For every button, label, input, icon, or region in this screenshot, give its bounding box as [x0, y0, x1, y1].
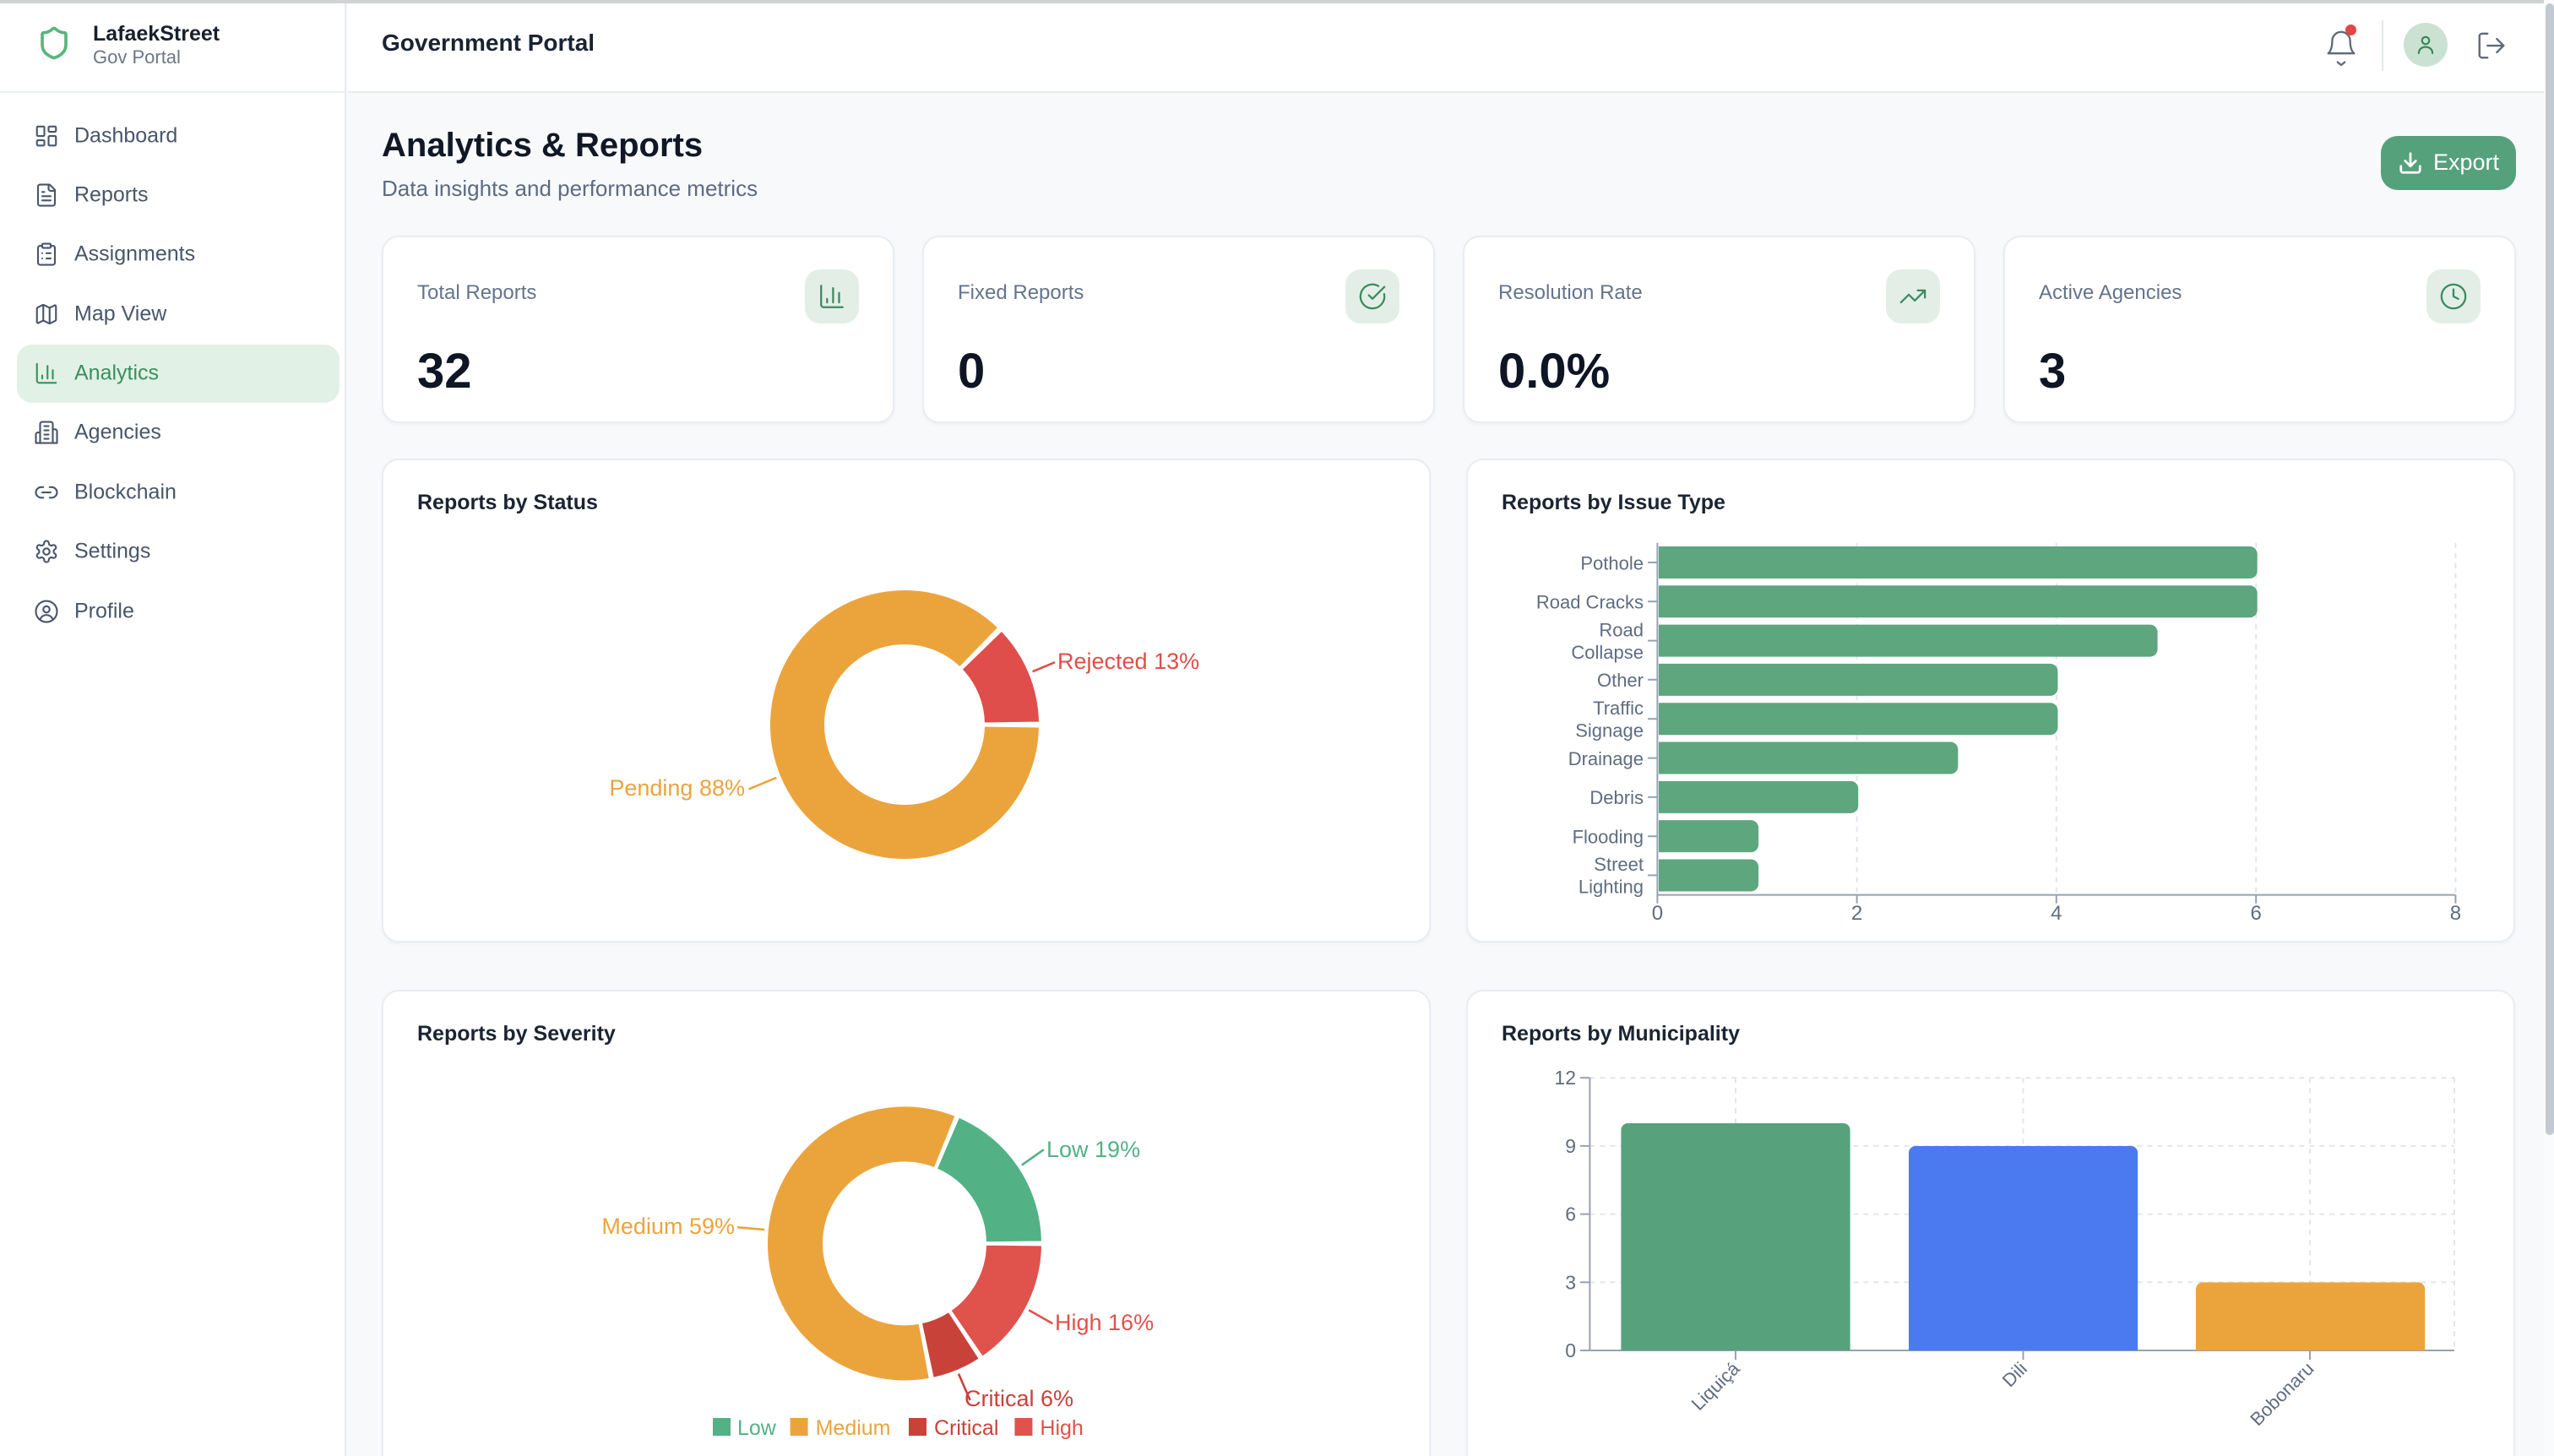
svg-text:Drainage: Drainage: [1568, 748, 1644, 769]
svg-text:4: 4: [2051, 902, 2062, 925]
svg-text:9: 9: [1565, 1135, 1576, 1157]
svg-text:Dili: Dili: [1998, 1357, 2031, 1390]
svg-text:Low: Low: [737, 1416, 777, 1440]
svg-text:Critical: Critical: [934, 1416, 998, 1440]
svg-text:Liquiçá: Liquiçá: [1687, 1357, 1745, 1415]
svg-text:Critical 6%: Critical 6%: [965, 1386, 1073, 1411]
svg-text:12: 12: [1554, 1067, 1576, 1089]
svg-text:Medium 59%: Medium 59%: [601, 1214, 735, 1239]
svg-text:Lighting: Lighting: [1579, 877, 1644, 898]
svg-text:Collapse: Collapse: [1571, 642, 1644, 663]
svg-text:Medium: Medium: [816, 1416, 891, 1440]
svg-text:Road Cracks: Road Cracks: [1536, 592, 1644, 613]
svg-text:Street: Street: [1594, 854, 1644, 875]
svg-text:Other: Other: [1597, 670, 1644, 691]
svg-text:Rejected 13%: Rejected 13%: [1057, 649, 1199, 674]
svg-text:Pending 88%: Pending 88%: [609, 775, 745, 801]
svg-text:High 16%: High 16%: [1055, 1310, 1154, 1335]
svg-text:High: High: [1040, 1416, 1083, 1440]
svg-text:Signage: Signage: [1575, 720, 1644, 741]
svg-text:Debris: Debris: [1589, 787, 1644, 808]
svg-text:0: 0: [1565, 1339, 1576, 1361]
svg-text:Pothole: Pothole: [1580, 552, 1644, 573]
svg-text:6: 6: [2251, 902, 2262, 925]
svg-text:3: 3: [1565, 1271, 1576, 1293]
svg-text:0: 0: [1652, 902, 1663, 925]
svg-text:Low 19%: Low 19%: [1046, 1137, 1140, 1162]
svg-text:Traffic: Traffic: [1593, 698, 1644, 719]
svg-text:8: 8: [2450, 902, 2461, 925]
svg-text:6: 6: [1565, 1203, 1576, 1225]
svg-text:2: 2: [1851, 902, 1862, 925]
svg-text:Flooding: Flooding: [1573, 827, 1644, 848]
svg-text:Bobonaru: Bobonaru: [2246, 1357, 2318, 1429]
svg-text:Road: Road: [1599, 619, 1644, 640]
